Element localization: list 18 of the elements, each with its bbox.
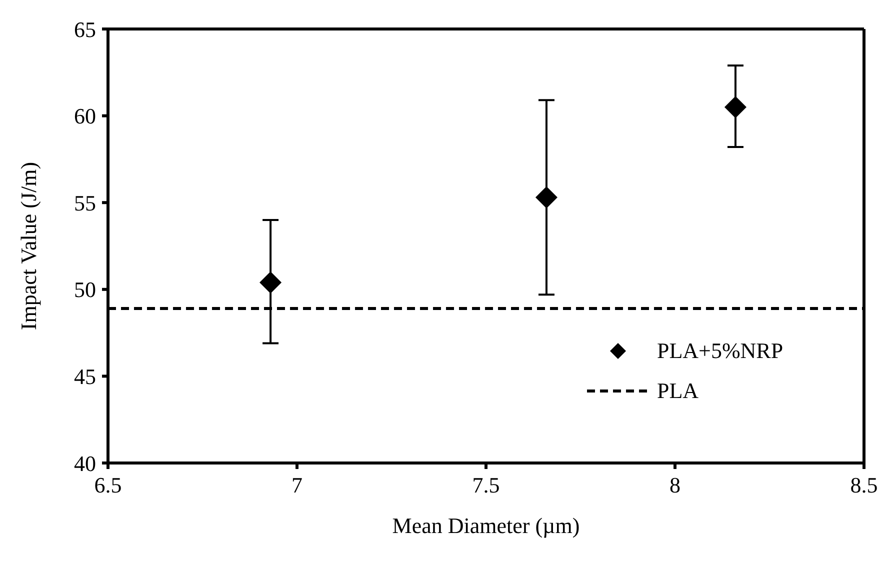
x-tick-label: 7.5	[472, 472, 500, 498]
y-tick-label: 60	[74, 104, 96, 129]
x-tick-label: 6.5	[94, 472, 122, 498]
point	[724, 96, 746, 118]
y-tick-label: 65	[74, 16, 96, 42]
y-axis-title: Impact Value (J/m)	[16, 162, 41, 330]
x-tick-label: 8.5	[850, 472, 878, 498]
y-tick-label: 45	[74, 364, 96, 390]
y-tick-label: 50	[74, 277, 96, 302]
legend-label: PLA	[657, 378, 699, 404]
x-tick-label: 8	[670, 472, 680, 498]
y-tick-label: 40	[74, 450, 96, 476]
point	[260, 271, 282, 294]
point	[535, 186, 558, 208]
y-tick-label: 55	[74, 190, 96, 216]
x-tick-label: 7	[292, 472, 302, 498]
x-axis-title: Mean Diameter (µm)	[392, 513, 580, 538]
legend-label: PLA+5%NRP	[657, 338, 784, 364]
